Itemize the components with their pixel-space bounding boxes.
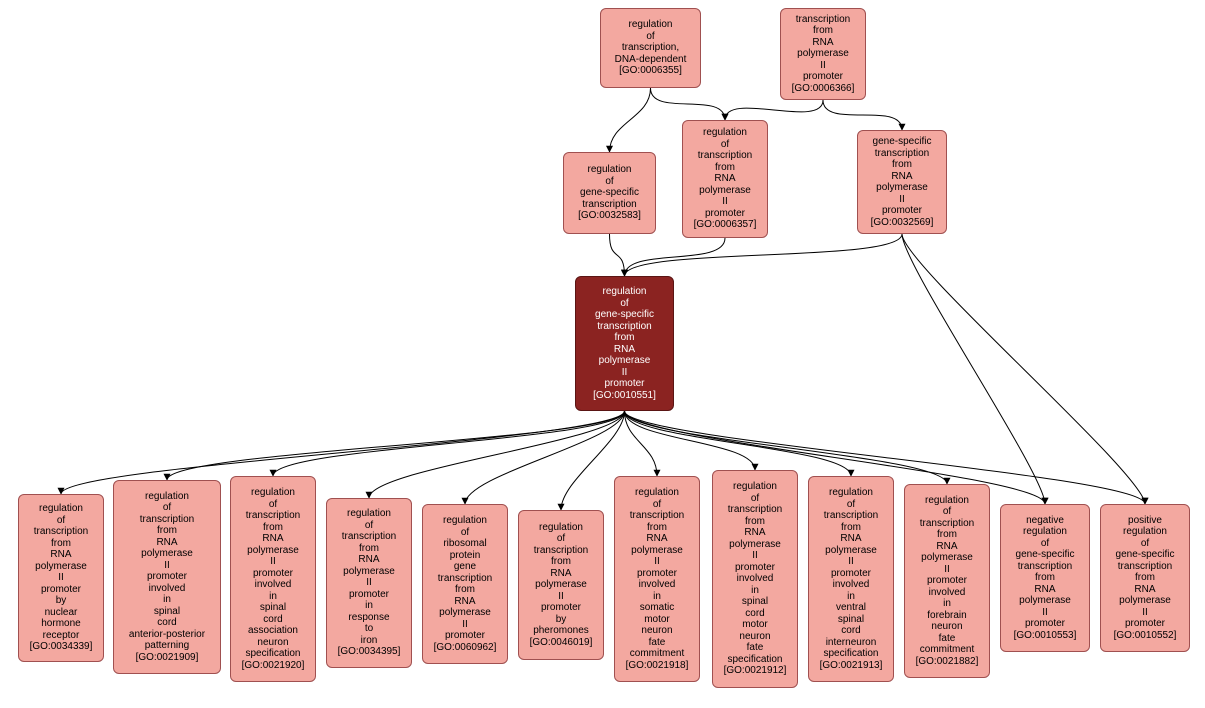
graph-node[interactable]: regulation of transcription from RNA pol… xyxy=(18,494,104,662)
graph-node-label: regulation of transcription from RNA pol… xyxy=(694,127,757,231)
graph-node-label: regulation of transcription from RNA pol… xyxy=(724,481,787,677)
graph-edge xyxy=(167,411,625,480)
graph-edge xyxy=(902,234,1145,504)
graph-node[interactable]: negative regulation of gene-specific tra… xyxy=(1000,504,1090,652)
graph-node[interactable]: positive regulation of gene-specific tra… xyxy=(1100,504,1190,652)
graph-edge xyxy=(651,88,726,120)
graph-node[interactable]: regulation of transcription from RNA pol… xyxy=(230,476,316,682)
graph-node[interactable]: regulation of gene-specific transcriptio… xyxy=(575,276,674,411)
graph-node-label: regulation of transcription from RNA pol… xyxy=(916,495,979,668)
graph-edge xyxy=(625,238,726,276)
graph-node-label: regulation of transcription from RNA pol… xyxy=(626,487,689,671)
graph-node[interactable]: regulation of ribosomal protein gene tra… xyxy=(422,504,508,664)
graph-node-label: regulation of transcription, DNA-depende… xyxy=(615,19,687,77)
graph-edge xyxy=(902,234,1045,504)
graph-edge xyxy=(610,234,625,276)
graph-edge xyxy=(625,411,756,470)
graph-node[interactable]: gene-specific transcription from RNA pol… xyxy=(857,130,947,234)
graph-node-label: gene-specific transcription from RNA pol… xyxy=(871,136,934,228)
graph-edge xyxy=(625,411,658,476)
graph-node-label: regulation of transcription from RNA pol… xyxy=(820,487,883,671)
graph-node[interactable]: regulation of transcription from RNA pol… xyxy=(808,476,894,682)
graph-node[interactable]: regulation of transcription from RNA pol… xyxy=(904,484,990,678)
graph-edge xyxy=(625,234,903,276)
graph-node[interactable]: regulation of transcription from RNA pol… xyxy=(518,510,604,660)
graph-node-label: regulation of transcription from RNA pol… xyxy=(129,491,205,664)
graph-node[interactable]: regulation of transcription from RNA pol… xyxy=(614,476,700,682)
graph-edge xyxy=(625,411,852,476)
graph-edge xyxy=(465,411,625,504)
graph-node-label: regulation of transcription from RNA pol… xyxy=(30,503,93,653)
graph-node-label: regulation of gene-specific transcriptio… xyxy=(593,286,656,401)
graph-node-label: transcription from RNA polymerase II pro… xyxy=(792,14,855,95)
graph-edge xyxy=(725,100,823,120)
graph-node-label: positive regulation of gene-specific tra… xyxy=(1114,515,1177,642)
graph-node-label: regulation of transcription from RNA pol… xyxy=(242,487,305,671)
graph-node-label: regulation of transcription from RNA pol… xyxy=(530,522,593,649)
graph-node[interactable]: regulation of transcription from RNA pol… xyxy=(113,480,221,674)
graph-edge xyxy=(369,411,625,498)
diagram-canvas: regulation of transcription, DNA-depende… xyxy=(0,0,1205,708)
graph-node-label: regulation of gene-specific transcriptio… xyxy=(578,164,641,222)
graph-node[interactable]: regulation of transcription, DNA-depende… xyxy=(600,8,701,88)
graph-node-label: negative regulation of gene-specific tra… xyxy=(1014,515,1077,642)
graph-node[interactable]: regulation of transcription from RNA pol… xyxy=(682,120,768,238)
graph-node-label: regulation of transcription from RNA pol… xyxy=(338,508,401,658)
graph-edge xyxy=(610,88,651,152)
graph-node[interactable]: transcription from RNA polymerase II pro… xyxy=(780,8,866,100)
graph-edge xyxy=(273,411,625,476)
graph-node[interactable]: regulation of transcription from RNA pol… xyxy=(712,470,798,688)
graph-node[interactable]: regulation of transcription from RNA pol… xyxy=(326,498,412,668)
graph-edge xyxy=(823,100,902,130)
graph-node[interactable]: regulation of gene-specific transcriptio… xyxy=(563,152,656,234)
graph-node-label: regulation of ribosomal protein gene tra… xyxy=(434,515,497,653)
